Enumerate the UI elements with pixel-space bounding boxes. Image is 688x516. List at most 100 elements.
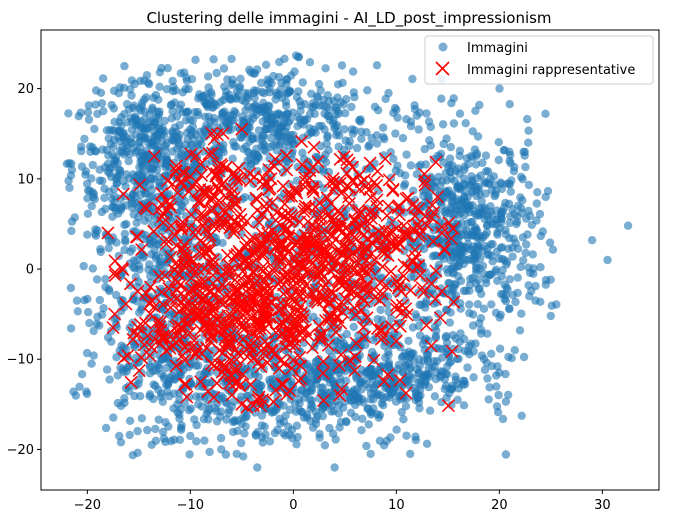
point-immagini bbox=[376, 305, 385, 315]
point-immagini bbox=[115, 431, 124, 441]
point-immagini bbox=[137, 305, 146, 314]
point-immagini bbox=[219, 64, 229, 73]
point-immagini bbox=[509, 167, 519, 176]
point-immagini bbox=[108, 194, 117, 204]
point-immagini bbox=[192, 420, 201, 430]
point-rappresentativa bbox=[133, 178, 147, 192]
point-rappresentativa bbox=[260, 197, 274, 211]
point-immagini bbox=[322, 103, 331, 112]
point-immagini bbox=[163, 387, 172, 396]
point-rappresentativa bbox=[177, 166, 191, 180]
point-immagini bbox=[308, 402, 317, 412]
point-immagini bbox=[422, 109, 431, 118]
point-immagini bbox=[426, 141, 435, 150]
point-immagini bbox=[116, 363, 125, 372]
point-rappresentativa bbox=[390, 221, 404, 235]
point-immagini bbox=[253, 463, 262, 472]
point-immagini bbox=[478, 158, 487, 168]
point-immagini bbox=[155, 82, 164, 92]
point-immagini bbox=[107, 337, 116, 346]
point-rappresentativa bbox=[370, 178, 384, 192]
point-immagini bbox=[313, 211, 322, 220]
point-immagini bbox=[452, 183, 462, 192]
point-immagini bbox=[305, 58, 315, 67]
point-immagini bbox=[125, 430, 134, 440]
point-immagini bbox=[430, 392, 440, 401]
point-rappresentativa bbox=[348, 364, 362, 378]
point-rappresentativa bbox=[143, 348, 157, 363]
point-rappresentativa bbox=[194, 375, 208, 389]
point-rappresentativa bbox=[101, 226, 115, 240]
axes-frame bbox=[40, 29, 660, 491]
point-rappresentativa bbox=[312, 269, 326, 283]
point-rappresentativa bbox=[155, 331, 169, 345]
point-immagini bbox=[498, 414, 508, 424]
point-immagini bbox=[541, 280, 550, 289]
point-immagini bbox=[102, 365, 112, 374]
point-immagini bbox=[199, 91, 208, 101]
y-tick-label: 0 bbox=[26, 263, 34, 278]
point-rappresentativa bbox=[296, 259, 310, 273]
point-immagini bbox=[154, 415, 163, 424]
point-rappresentativa bbox=[251, 287, 265, 301]
point-rappresentativa bbox=[147, 224, 161, 238]
point-immagini bbox=[394, 360, 404, 370]
point-immagini bbox=[288, 381, 297, 390]
point-rappresentativa bbox=[283, 383, 297, 398]
point-immagini bbox=[93, 312, 102, 321]
point-rappresentativa bbox=[373, 293, 387, 307]
point-immagini bbox=[151, 251, 161, 260]
point-immagini bbox=[386, 433, 395, 442]
point-immagini bbox=[246, 371, 255, 380]
point-immagini bbox=[246, 155, 255, 164]
point-immagini bbox=[66, 324, 76, 333]
point-rappresentativa bbox=[119, 297, 133, 311]
point-immagini bbox=[442, 176, 452, 185]
point-rappresentativa bbox=[325, 253, 339, 267]
point-immagini bbox=[263, 75, 272, 84]
point-immagini bbox=[124, 382, 133, 391]
point-rappresentativa bbox=[314, 273, 328, 287]
point-immagini bbox=[262, 189, 271, 198]
point-immagini bbox=[88, 143, 97, 152]
point-rappresentativa bbox=[402, 229, 416, 243]
point-immagini bbox=[133, 180, 142, 189]
point-immagini bbox=[165, 213, 174, 223]
point-immagini bbox=[89, 351, 98, 360]
point-rappresentativa bbox=[274, 296, 288, 310]
point-immagini bbox=[293, 162, 302, 172]
point-rappresentativa bbox=[419, 318, 434, 332]
point-immagini bbox=[541, 109, 550, 119]
point-rappresentativa bbox=[269, 239, 283, 253]
point-immagini bbox=[517, 411, 526, 420]
point-immagini bbox=[455, 232, 464, 242]
point-immagini bbox=[108, 212, 117, 221]
point-rappresentativa bbox=[106, 321, 120, 335]
point-immagini bbox=[175, 414, 184, 423]
point-immagini bbox=[315, 433, 324, 442]
point-immagini bbox=[505, 100, 514, 109]
point-rappresentativa bbox=[315, 225, 329, 239]
point-immagini bbox=[97, 99, 107, 108]
point-immagini bbox=[100, 193, 109, 203]
point-immagini bbox=[474, 210, 484, 220]
point-rappresentativa bbox=[260, 176, 274, 190]
point-rappresentativa bbox=[367, 282, 381, 296]
point-immagini bbox=[126, 85, 135, 94]
point-rappresentativa bbox=[336, 305, 350, 319]
point-immagini bbox=[224, 408, 233, 418]
point-immagini bbox=[138, 163, 148, 172]
point-immagini bbox=[487, 219, 497, 228]
point-immagini bbox=[240, 429, 249, 438]
point-rappresentativa bbox=[334, 348, 348, 362]
point-immagini bbox=[401, 296, 410, 305]
point-immagini bbox=[243, 94, 252, 103]
point-immagini bbox=[448, 331, 458, 340]
point-rappresentativa bbox=[153, 320, 167, 334]
point-rappresentativa bbox=[348, 278, 362, 292]
point-immagini bbox=[475, 284, 484, 293]
point-immagini bbox=[204, 399, 213, 409]
point-immagini bbox=[186, 404, 196, 413]
point-immagini bbox=[145, 390, 155, 399]
point-immagini bbox=[397, 408, 406, 417]
